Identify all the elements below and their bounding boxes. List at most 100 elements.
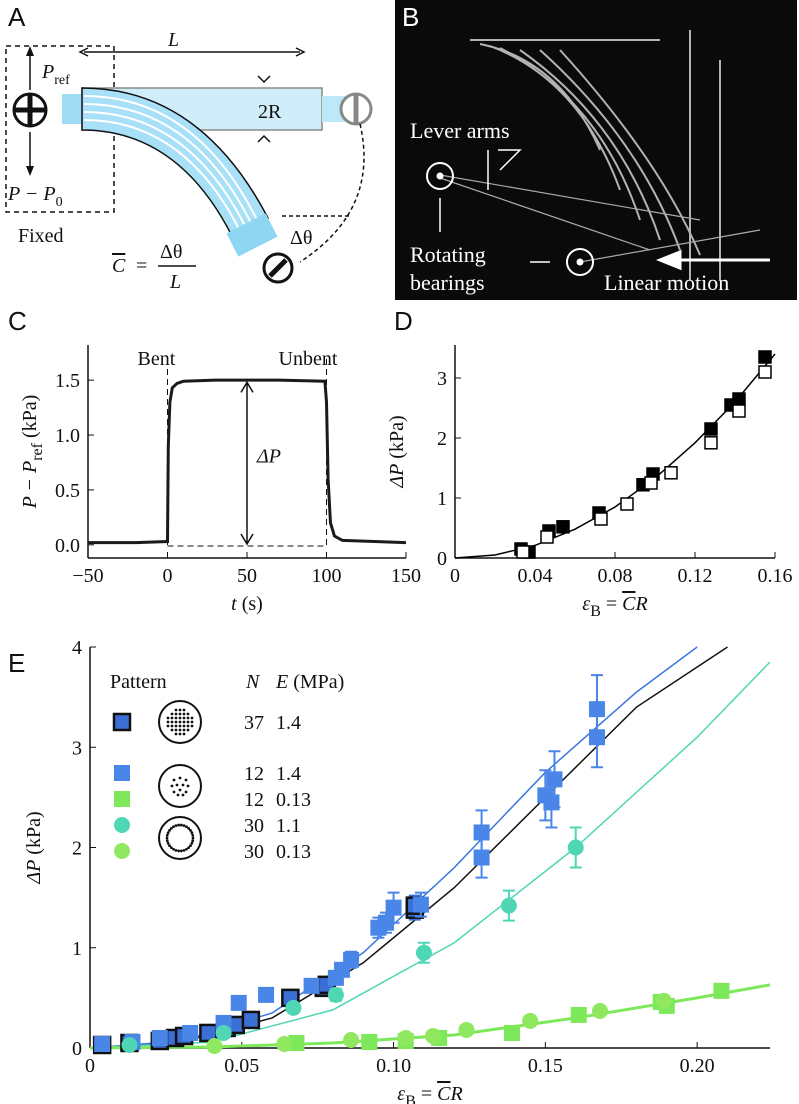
- point: [540, 530, 554, 544]
- text: E: [275, 671, 288, 693]
- pattern-icon: [158, 816, 202, 860]
- x-tick-label: 0: [163, 565, 173, 587]
- pattern-dot: [172, 847, 175, 851]
- pattern-dot: [170, 784, 174, 788]
- y-tick-label: 1.0: [55, 425, 80, 447]
- photo-label: Rotating: [410, 242, 486, 267]
- text: ΔP: [23, 860, 45, 885]
- length-arrow: [78, 47, 306, 57]
- x-tick-label: 0.16: [758, 565, 793, 587]
- legend-header: Pattern N E (MPa): [110, 671, 344, 693]
- x-tick-label: 0.08: [598, 565, 633, 587]
- legend-marker: [114, 765, 130, 781]
- pattern-dot: [184, 778, 188, 782]
- pattern-dot: [181, 793, 185, 797]
- y-tick-label: 0.0: [55, 535, 80, 557]
- point: [425, 1027, 442, 1044]
- point: [758, 365, 772, 379]
- pattern-dot: [174, 716, 178, 720]
- bearing: [426, 162, 454, 190]
- pattern-dot: [170, 716, 174, 720]
- pattern-dot: [179, 823, 183, 827]
- pattern-dot: [165, 839, 169, 843]
- pattern-dot: [182, 716, 186, 720]
- x-tick-label: 0.15: [528, 1055, 563, 1077]
- bearing: [566, 248, 594, 276]
- pattern-dot: [186, 724, 190, 728]
- tube-end: [226, 213, 278, 257]
- pattern-dot: [169, 846, 173, 850]
- y-tick-label: 1: [72, 938, 82, 960]
- point: [303, 977, 320, 994]
- text: R: [449, 1083, 462, 1104]
- bearing: [436, 172, 444, 180]
- axis-label: ΔP (kPa): [23, 811, 45, 884]
- delta-arrow: [240, 380, 254, 546]
- p-ref-label: Pref: [41, 61, 70, 88]
- point: [343, 1031, 360, 1048]
- fixed-label: Fixed: [18, 225, 64, 247]
- pattern-dot: [170, 728, 174, 732]
- text: B: [405, 1093, 416, 1104]
- pattern-dot: [182, 732, 186, 736]
- point: [620, 497, 634, 511]
- pattern-dot: [186, 716, 190, 720]
- x-tick-label: 50: [237, 565, 257, 587]
- point: [288, 1034, 305, 1051]
- text: (kPa): [386, 415, 408, 463]
- point: [121, 1036, 138, 1053]
- pattern-dot: [182, 708, 186, 712]
- panel-letter: A: [8, 2, 26, 32]
- point: [215, 1024, 232, 1041]
- axis-label: εB = CR: [582, 593, 647, 620]
- valve-mark: [14, 94, 46, 126]
- axis-label: εB = CR: [397, 1083, 462, 1104]
- pattern-dot: [190, 831, 194, 835]
- legend-marker: [114, 817, 130, 833]
- point: [415, 944, 432, 961]
- photo: [395, 0, 797, 300]
- pattern-dot: [191, 836, 195, 840]
- pattern-dot: [172, 778, 176, 782]
- point: [592, 1002, 608, 1019]
- text: P: [41, 61, 54, 83]
- legend-n: 30: [244, 841, 264, 863]
- pattern-dot: [166, 720, 170, 724]
- pattern-dot: [174, 728, 178, 732]
- x-tick-label: 0.12: [678, 565, 713, 587]
- point: [241, 1010, 261, 1030]
- pattern-dot: [190, 720, 194, 724]
- pattern-dot: [186, 784, 190, 788]
- pattern-dot: [190, 841, 194, 845]
- point: [151, 1029, 168, 1046]
- point: [500, 897, 517, 914]
- channels: [83, 95, 259, 232]
- pattern-dot: [179, 849, 183, 853]
- legend-marker: [114, 843, 130, 859]
- pattern-dot: [185, 847, 188, 851]
- angle-label: Δθ: [290, 227, 312, 249]
- point: [397, 1029, 414, 1046]
- pattern-dot: [165, 836, 169, 840]
- text: P − P: [7, 183, 56, 205]
- pattern-dot: [189, 828, 192, 832]
- p-minus-label: P − P0: [7, 183, 63, 210]
- text: N: [245, 671, 261, 693]
- curvature-symbol: C: [112, 255, 126, 277]
- point: [276, 1035, 293, 1052]
- panel-letter: C: [8, 306, 27, 336]
- pattern-dot: [170, 712, 174, 716]
- y-tick-label: 0: [437, 548, 447, 570]
- panel-b: B Lever arms Rotating bearings Linear mo…: [395, 0, 797, 300]
- pattern-dot: [185, 825, 188, 829]
- pattern-dot: [191, 833, 195, 837]
- text: Pattern: [110, 671, 167, 693]
- radius-label: 2R: [258, 101, 282, 123]
- pattern-dot: [178, 776, 182, 780]
- point: [258, 986, 275, 1003]
- legend-n: 37: [244, 712, 264, 734]
- text: (s): [237, 593, 263, 615]
- photo-label: bearings: [410, 270, 485, 295]
- pattern-dot: [178, 788, 182, 792]
- point: [713, 982, 730, 999]
